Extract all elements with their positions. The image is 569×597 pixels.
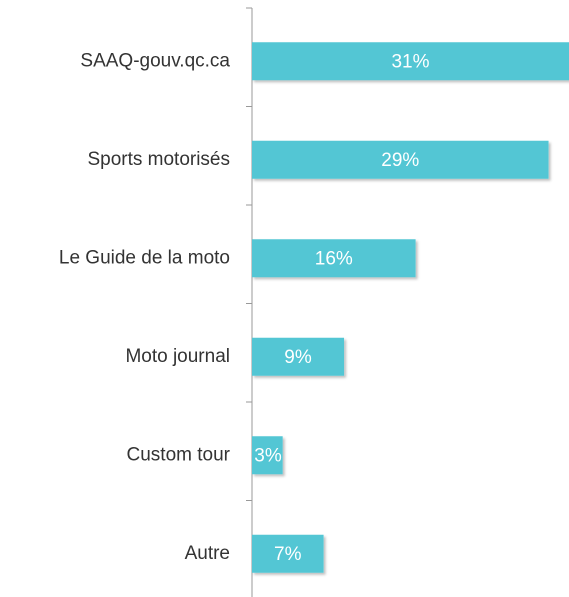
category-label: Custom tour — [127, 444, 231, 465]
bar — [252, 140, 549, 179]
bar — [252, 436, 283, 475]
value-label: 16% — [315, 248, 353, 269]
value-label: 3% — [254, 445, 282, 466]
bar — [252, 534, 324, 573]
value-label: 31% — [391, 51, 429, 72]
bar — [252, 239, 416, 278]
value-label: 9% — [284, 347, 312, 368]
value-label: 29% — [381, 150, 419, 171]
bar — [252, 42, 569, 81]
category-label: Moto journal — [125, 346, 230, 367]
bar — [252, 337, 345, 376]
value-label: 7% — [274, 544, 302, 565]
category-label: Autre — [185, 543, 230, 564]
category-label: SAAQ-gouv.qc.ca — [80, 50, 230, 71]
category-label: Sports motorisés — [87, 149, 230, 170]
category-label: Le Guide de la moto — [59, 247, 230, 268]
